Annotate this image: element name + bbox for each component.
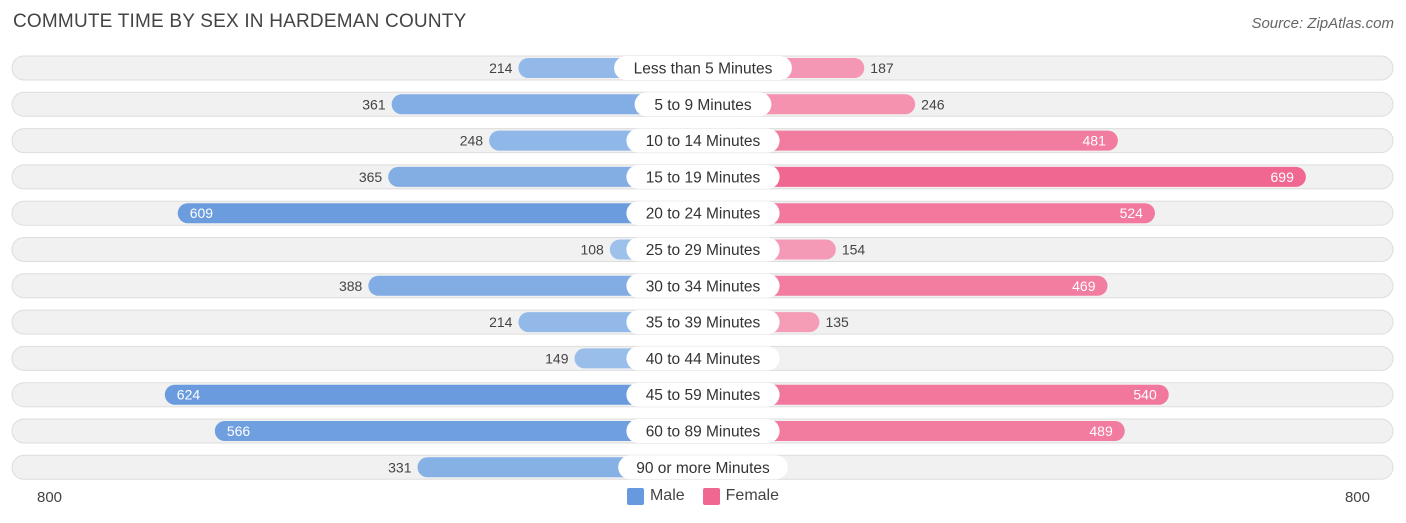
value-label-male: 149: [545, 350, 569, 366]
bar-male: [388, 166, 703, 187]
category-pill: [626, 164, 780, 189]
source-label: Source: ZipAtlas.com: [1251, 15, 1394, 32]
value-label-female: 187: [870, 60, 894, 76]
value-label-female: 481: [1083, 133, 1107, 149]
bar-male: [391, 94, 703, 115]
category-label: Less than 5 Minutes: [634, 61, 773, 78]
axis-right-max-label: 800: [1344, 489, 1370, 506]
category-pill: [626, 346, 780, 371]
category-pill: [614, 56, 792, 80]
value-label-female: 469: [1072, 278, 1096, 294]
value-label-female: 489: [1089, 423, 1113, 439]
axis-left-max-label: 800: [37, 489, 63, 506]
value-label-male: 609: [190, 205, 214, 221]
category-pill: [626, 201, 780, 226]
legend: Male Female: [0, 487, 1406, 505]
bar-female: [703, 130, 1118, 151]
category-pill: [626, 419, 780, 443]
legend-label-male: Male: [649, 487, 685, 504]
bar-female: [703, 384, 1169, 405]
category-label: 60 to 89 Minutes: [646, 424, 761, 441]
category-label: 15 to 19 Minutes: [646, 169, 761, 186]
category-label: 5 to 9 Minutes: [654, 97, 752, 114]
value-label-female: 135: [825, 314, 849, 330]
value-label-male: 108: [580, 242, 604, 258]
bar-female: [703, 203, 1155, 224]
bar-male: [177, 203, 704, 224]
category-pill: [634, 92, 772, 117]
value-label-male: 566: [227, 423, 251, 439]
category-label: 20 to 24 Minutes: [646, 206, 761, 223]
legend-item-female[interactable]: Female: [702, 487, 780, 505]
value-label-male: 331: [388, 459, 412, 475]
bar-male: [164, 384, 704, 405]
category-label: 30 to 34 Minutes: [646, 278, 761, 295]
category-pill: [618, 455, 788, 480]
value-label-male: 388: [339, 278, 363, 294]
value-label-female: 154: [842, 242, 866, 258]
value-label-male: 214: [489, 314, 513, 330]
category-pill: [626, 382, 780, 407]
legend-item-male[interactable]: Male: [626, 487, 685, 505]
bar-female: [703, 421, 1125, 441]
value-label-female: 540: [1133, 387, 1157, 403]
value-label-female: 699: [1271, 169, 1295, 185]
bar-female: [703, 275, 1108, 296]
value-label-male: 248: [460, 133, 484, 149]
bar-male: [368, 275, 703, 296]
legend-label-female: Female: [725, 487, 780, 504]
category-label: 90 or more Minutes: [636, 460, 770, 477]
value-label-male: 361: [362, 96, 386, 112]
category-label: 25 to 29 Minutes: [646, 242, 761, 259]
value-label-male: 214: [489, 60, 513, 76]
value-label-female: 246: [921, 96, 945, 112]
value-label-female: 524: [1120, 205, 1144, 221]
category-pill: [626, 310, 780, 335]
bar-female: [703, 166, 1306, 187]
legend-swatch-male: [626, 487, 644, 505]
value-label-male: 365: [359, 169, 383, 185]
category-label: 35 to 39 Minutes: [646, 315, 761, 332]
bar-male: [214, 421, 703, 441]
category-label: 45 to 59 Minutes: [646, 387, 761, 404]
category-pill: [626, 273, 780, 298]
legend-swatch-female: [702, 487, 720, 505]
category-pill: [626, 237, 780, 262]
category-label: 10 to 14 Minutes: [646, 133, 761, 150]
category-pill: [626, 128, 780, 153]
chart-title: COMMUTE TIME BY SEX IN HARDEMAN COUNTY: [13, 11, 467, 32]
value-label-male: 624: [177, 387, 201, 403]
category-label: 40 to 44 Minutes: [646, 351, 761, 368]
